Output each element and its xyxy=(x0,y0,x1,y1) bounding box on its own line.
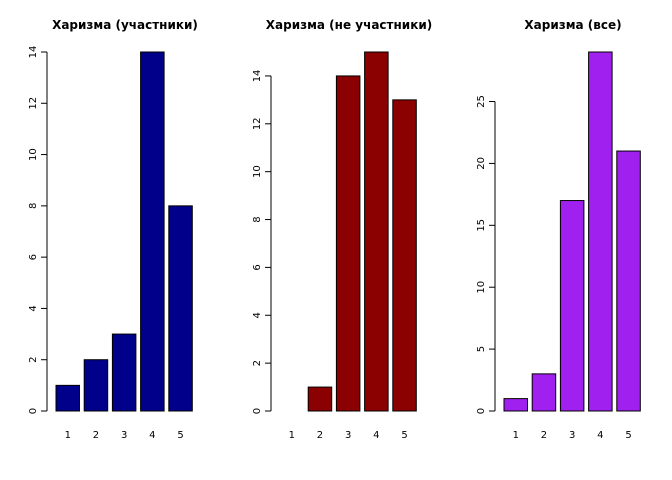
bar xyxy=(111,333,137,412)
x-category-label: 4 xyxy=(373,430,379,441)
y-tick-label: 0 xyxy=(28,408,39,414)
y-tick-label: 5 xyxy=(476,346,487,352)
x-category-label: 3 xyxy=(345,430,351,441)
y-tick-label: 2 xyxy=(252,360,263,366)
x-category-label: 1 xyxy=(289,430,295,441)
bar xyxy=(364,51,389,412)
y-tick-label: 8 xyxy=(28,203,39,209)
x-category-label: 5 xyxy=(625,430,631,441)
y-tick-label: 25 xyxy=(476,95,487,108)
y-tick-label: 14 xyxy=(28,46,39,59)
y-tick-label: 10 xyxy=(252,165,263,178)
x-category-label: 3 xyxy=(121,430,127,441)
x-category-label: 1 xyxy=(513,430,519,441)
y-tick-label: 15 xyxy=(476,219,487,232)
y-tick-label: 2 xyxy=(28,357,39,363)
bar xyxy=(616,150,641,412)
bar xyxy=(335,75,361,412)
bar xyxy=(307,386,333,412)
y-tick-label: 10 xyxy=(476,281,487,294)
y-tick-label: 8 xyxy=(252,216,263,222)
y-tick-label: 14 xyxy=(252,70,263,83)
y-tick-label: 4 xyxy=(28,305,39,311)
x-category-label: 5 xyxy=(401,430,407,441)
x-category-label: 2 xyxy=(541,430,547,441)
y-tick-label: 6 xyxy=(28,254,39,260)
chart-title: Харизма (участники) xyxy=(52,18,198,32)
bar xyxy=(588,51,613,412)
y-tick-label: 12 xyxy=(28,97,39,110)
y-tick-label: 12 xyxy=(252,117,263,130)
bar xyxy=(559,200,585,412)
bar xyxy=(392,99,417,412)
x-category-label: 1 xyxy=(65,430,71,441)
x-category-label: 3 xyxy=(569,430,575,441)
y-tick-label: 6 xyxy=(252,264,263,270)
chart-title: Харизма (все) xyxy=(524,18,621,32)
x-category-label: 5 xyxy=(177,430,183,441)
y-tick-label: 4 xyxy=(252,312,263,318)
bar xyxy=(83,359,109,412)
bar xyxy=(503,398,528,412)
x-category-label: 2 xyxy=(317,430,323,441)
x-category-label: 4 xyxy=(597,430,603,441)
y-tick-label: 20 xyxy=(476,157,487,170)
bar xyxy=(140,51,165,412)
bar xyxy=(55,384,80,412)
y-tick-label: 0 xyxy=(252,408,263,414)
y-tick-label: 10 xyxy=(28,148,39,161)
chart-title: Харизма (не участники) xyxy=(266,18,432,32)
x-category-label: 4 xyxy=(149,430,155,441)
x-category-label: 2 xyxy=(93,430,99,441)
bar xyxy=(168,205,193,412)
y-tick-label: 0 xyxy=(476,408,487,414)
bar xyxy=(531,373,557,412)
